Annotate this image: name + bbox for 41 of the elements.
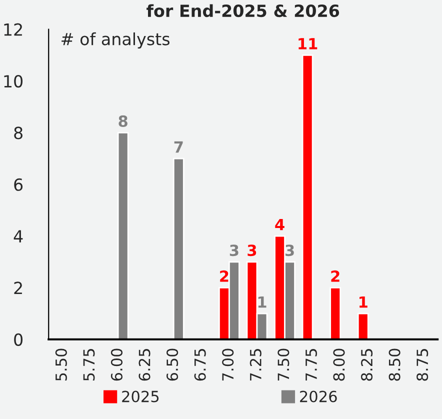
data-label: 1 — [360, 296, 368, 308]
bar — [330, 287, 342, 340]
y-axis-title: # of analysts — [62, 32, 170, 49]
data-label: 4 — [275, 218, 284, 230]
x-tick-label: 7.25 — [250, 349, 262, 380]
y-tick-label: 6 — [14, 178, 23, 191]
bar — [172, 158, 184, 340]
data-label: 3 — [248, 244, 256, 256]
data-label: 8 — [118, 115, 128, 127]
bar — [357, 312, 369, 340]
data-label: 3 — [285, 244, 294, 256]
chart-title: for End-2025 & 2026 — [146, 4, 340, 18]
data-label: 11 — [298, 38, 318, 50]
y-tick-label: 8 — [14, 126, 22, 140]
x-tick-label: 6.75 — [194, 349, 206, 381]
legend-label: 2025 — [122, 390, 159, 402]
x-tick-label: 8.25 — [361, 349, 373, 381]
data-label: 3 — [230, 244, 238, 256]
x-tick-label: 8.75 — [416, 349, 428, 381]
x-tick-label: 6.00 — [110, 348, 123, 381]
y-tick-label: 10 — [4, 74, 23, 88]
x-tick-label: 8.50 — [388, 348, 400, 381]
bar — [302, 54, 314, 340]
x-tick-label: 7.75 — [306, 349, 317, 380]
y-tick-label: 2 — [14, 282, 22, 294]
legend-label: 2026 — [300, 390, 337, 402]
y-tick-label: 0 — [14, 333, 23, 346]
y-tick-label: 4 — [14, 230, 23, 242]
x-tick-label: 7.50 — [278, 348, 290, 380]
data-label: 2 — [220, 270, 228, 282]
data-label: 7 — [174, 141, 183, 153]
y-tick-label: 12 — [4, 23, 22, 36]
x-tick-label: 8.00 — [333, 348, 345, 381]
x-tick-label: 6.50 — [166, 348, 178, 381]
x-tick-label: 6.25 — [138, 349, 150, 381]
x-tick-label: 7.00 — [222, 348, 234, 380]
data-label: 2 — [331, 270, 340, 282]
x-tick-label: 5.50 — [55, 348, 67, 381]
data-label: 1 — [258, 296, 266, 308]
bar — [117, 132, 129, 340]
x-tick-label: 5.75 — [83, 349, 95, 381]
